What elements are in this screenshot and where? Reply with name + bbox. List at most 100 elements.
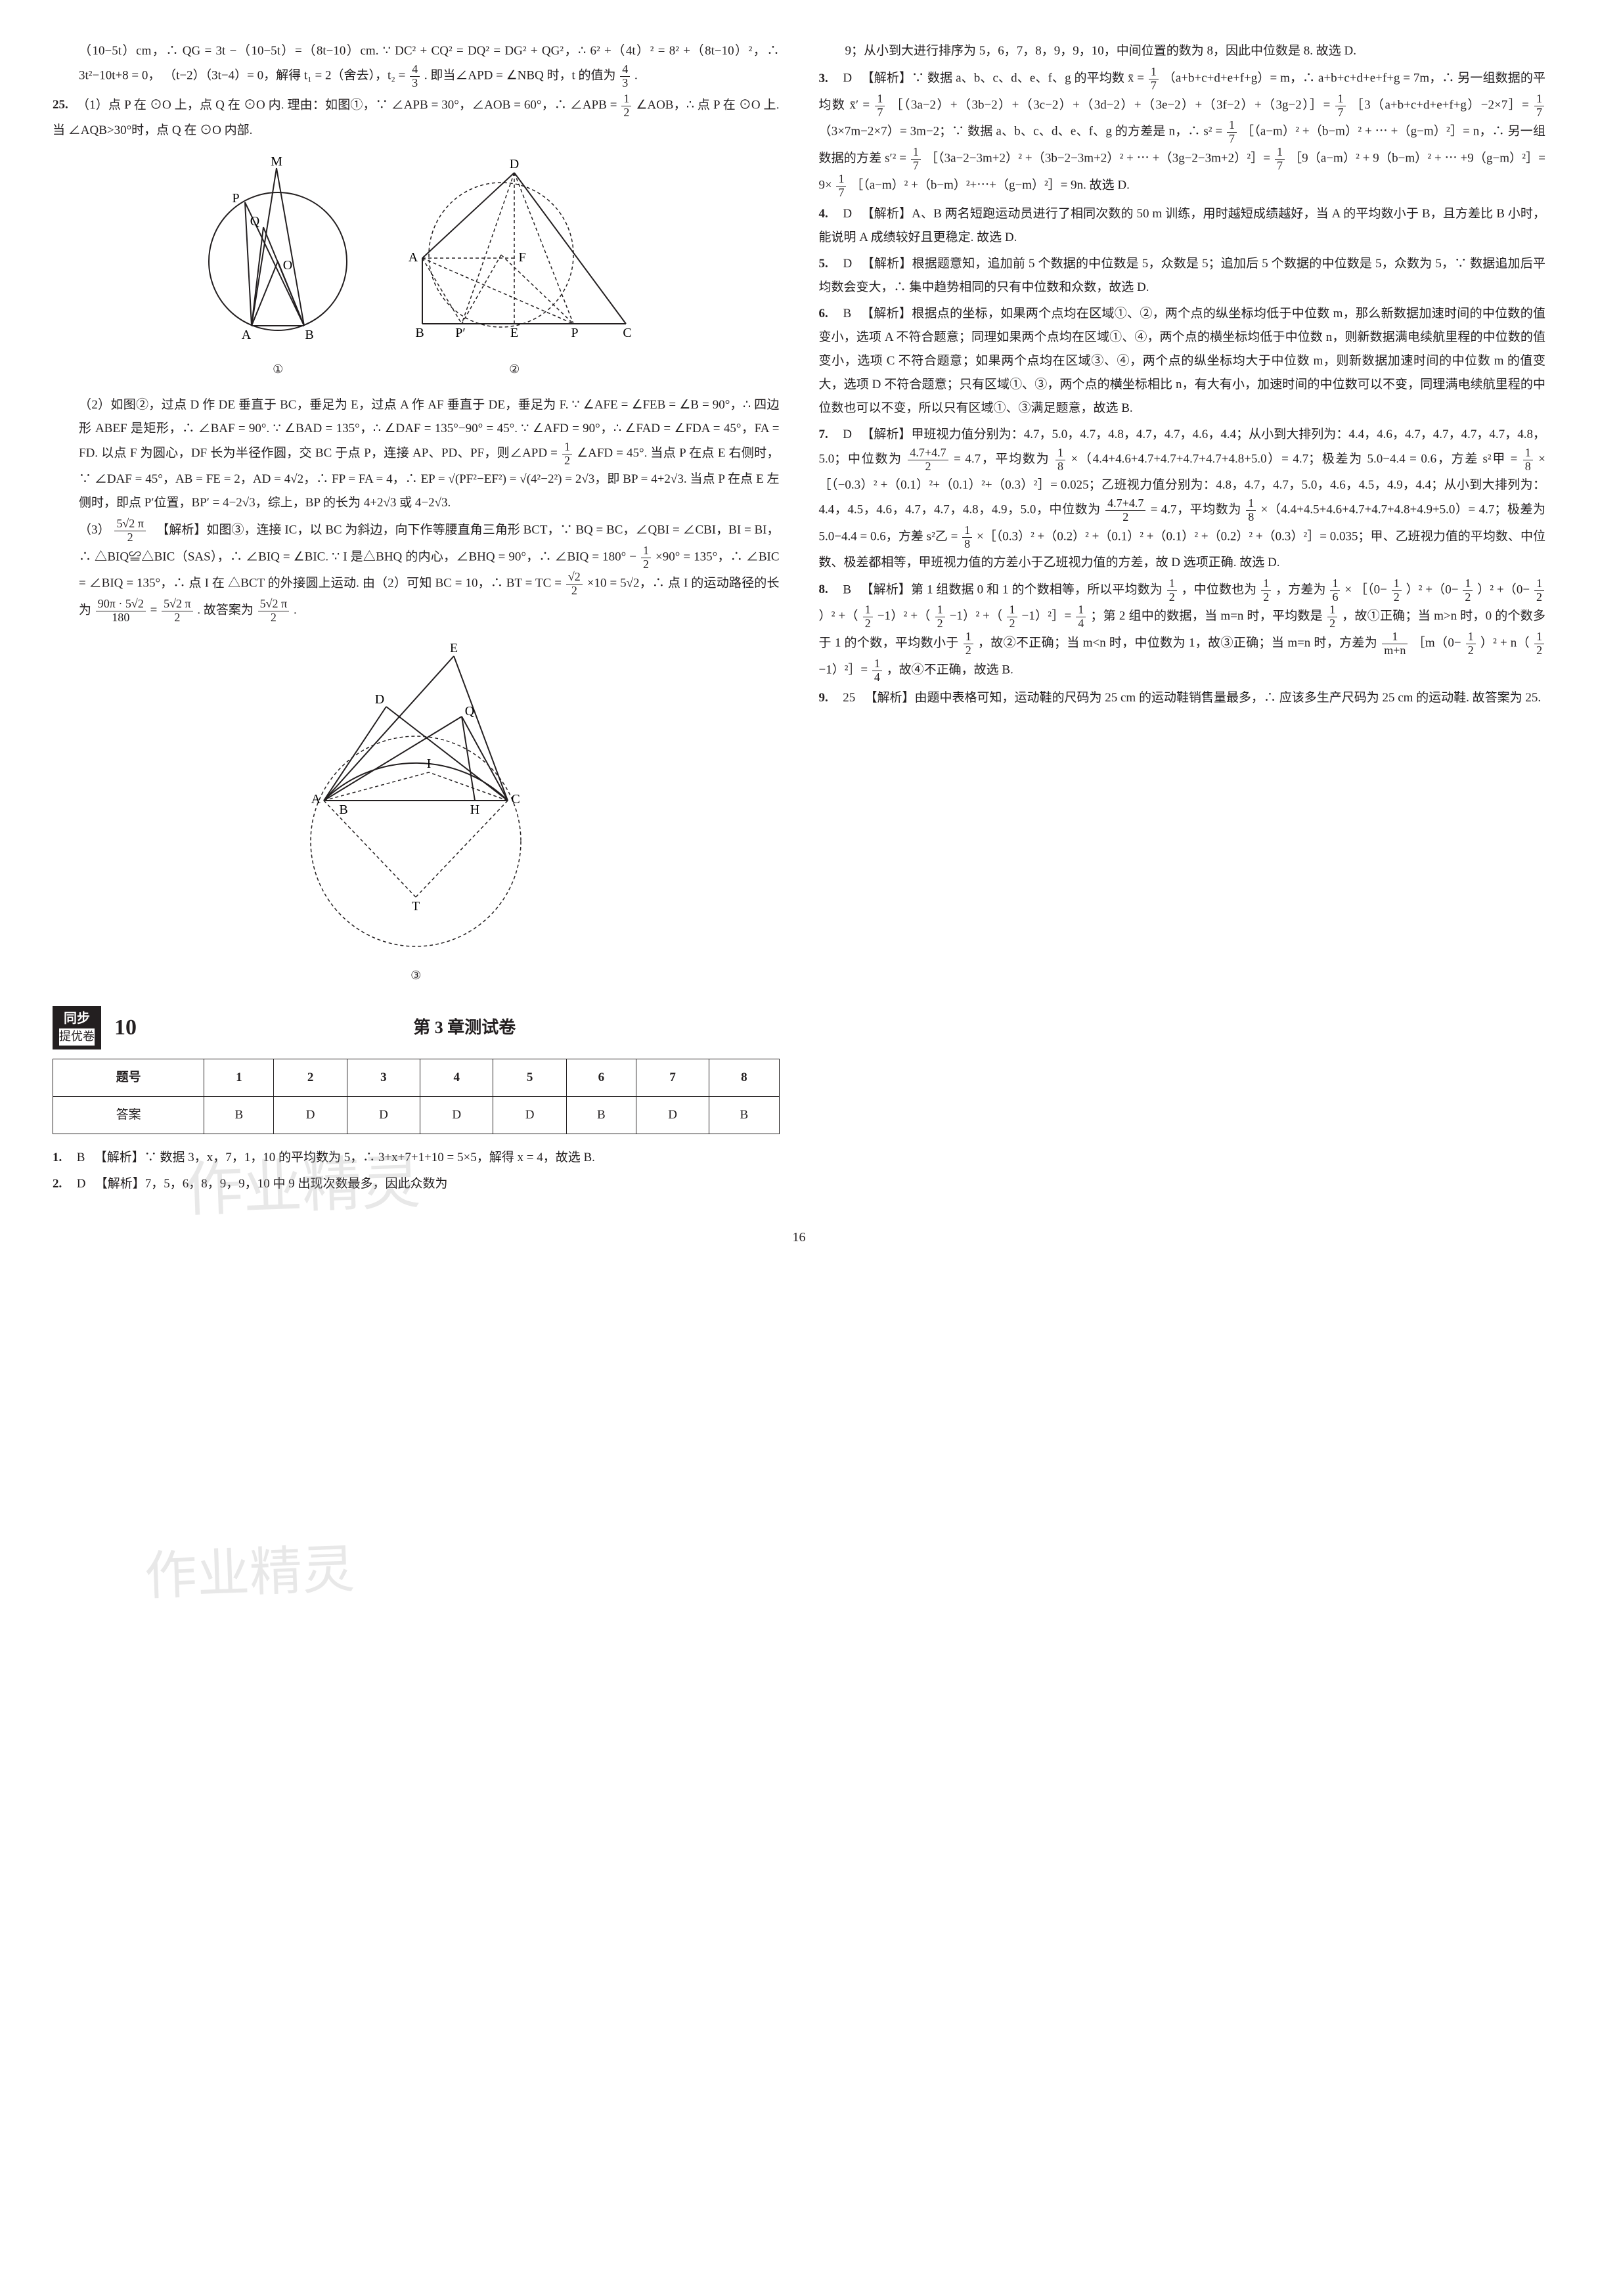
figure-3: E D Q A B I H C T ③: [278, 638, 554, 986]
answer: B: [77, 1151, 85, 1164]
text: 【解析】第 1 组数据 0 和 1 的个数相等，所以平均数为: [854, 583, 1163, 596]
fraction: 17: [1149, 66, 1159, 93]
fraction: 14: [872, 657, 882, 684]
svg-text:I: I: [427, 757, 432, 771]
fraction: 5√2 π2: [258, 598, 290, 625]
text: −1）²］=: [819, 663, 871, 676]
answer: 25: [843, 691, 855, 705]
q25: 25. （1）点 P 在 ⊙O 上，点 Q 在 ⊙O 内. 理由：如图①，∵ ∠…: [53, 93, 780, 143]
text: ；第 2 组中的数据，当 m=n 时，平均数是: [1090, 609, 1323, 623]
table-header: 2: [274, 1059, 347, 1096]
text: ［3（a+b+c+d+e+f+g）−2×7］=: [1351, 98, 1533, 112]
fraction: 12: [863, 604, 873, 630]
section-header: 同步 提优卷 10 第 3 章测试卷: [53, 1006, 780, 1049]
figure-row-1: M P Q O A B ①: [53, 156, 780, 380]
figure-label: ①: [192, 358, 363, 380]
page-number: 16: [53, 1225, 1545, 1250]
figure-row-2: E D Q A B I H C T ③: [53, 638, 780, 986]
table-cell: B: [566, 1096, 636, 1134]
svg-text:T: T: [412, 899, 420, 914]
svg-text:P′: P′: [456, 326, 466, 340]
text: ）² +（: [819, 609, 858, 623]
text: 【解析】由题中表格可知，运动鞋的尺码为 25 cm 的运动鞋销售量最多，∴ 应该…: [858, 691, 1541, 705]
text: ）² + n（: [1480, 636, 1530, 650]
text: 【解析】根据题意知，追加前 5 个数据的中位数是 5，众数是 5；追加后 5 个…: [819, 257, 1546, 294]
text: 【解析】A、B 两名短跑运动员进行了相同次数的 50 m 训练，用时越短成绩越好…: [819, 207, 1546, 244]
fraction: 17: [1227, 119, 1237, 146]
fraction: 17: [1275, 146, 1285, 173]
left-column: （10−5t）cm，∴ QG = 3t −（10−5t）=（8t−10）cm. …: [53, 39, 780, 1199]
fraction: 12: [1327, 604, 1337, 630]
text: ）² +（0−: [1477, 583, 1530, 596]
q3: 3. D 【解析】∵ 数据 a、b、c、d、e、f、g 的平均数 x̄ = 17…: [819, 66, 1546, 199]
table-header: 1: [204, 1059, 274, 1096]
table-cell: D: [347, 1096, 420, 1134]
q1: 1. B 【解析】∵ 数据 3，x，7，1，10 的平均数为 5，∴ 3+x+7…: [53, 1146, 780, 1170]
table-header: 题号: [53, 1059, 204, 1096]
circle-triangle-diagram-icon: E D Q A B I H C T: [278, 638, 554, 953]
figure-1: M P Q O A B ①: [192, 156, 363, 380]
item-number: 7.: [819, 423, 840, 447]
item-number: 5.: [819, 252, 840, 276]
svg-text:M: M: [271, 156, 282, 169]
section-number: 10: [114, 1007, 137, 1049]
text: 【解析】∵ 数据 a、b、c、d、e、f、g 的平均数 x̄ =: [855, 72, 1147, 85]
q2: 2. D 【解析】7，5，6，8，9，9，10 中 9 出现次数最多，因此众数为: [53, 1172, 780, 1196]
table-header: 4: [420, 1059, 493, 1096]
text: . 故答案为: [197, 604, 254, 617]
answer: D: [77, 1177, 86, 1191]
svg-text:B: B: [340, 803, 348, 817]
text: ×（4.4+4.6+4.7+4.7+4.7+4.7+4.8+5.0）= 4.7；…: [1071, 453, 1521, 466]
text: =: [150, 604, 160, 617]
table-header: 3: [347, 1059, 420, 1096]
svg-text:A: A: [242, 328, 252, 342]
fraction: 12: [1167, 577, 1177, 604]
fraction: 17: [1335, 93, 1345, 120]
svg-text:A: A: [311, 792, 321, 806]
text: .: [634, 69, 638, 83]
fraction: 90π · 5√2180: [96, 598, 146, 625]
fraction: 1m+n: [1382, 630, 1408, 657]
table-row: 答案 B D D D D B D B: [53, 1096, 780, 1134]
fraction: 16: [1330, 577, 1340, 604]
text: ［（3a−2）+（3b−2）+（3c−2）+（3d−2）+（3e−2）+（3f−…: [891, 98, 1335, 112]
svg-text:D: D: [375, 692, 384, 707]
fraction: 12: [1463, 577, 1473, 604]
fraction: 17: [1534, 93, 1544, 120]
table-header: 7: [636, 1059, 709, 1096]
text: 【解析】∵ 数据 3，x，7，1，10 的平均数为 5，∴ 3+x+7+1+10…: [88, 1151, 595, 1164]
fraction: 4.7+4.72: [1105, 497, 1145, 524]
fraction: 12: [935, 604, 945, 630]
answer: D: [843, 72, 852, 85]
q2-continuation: 9；从小到大进行排序为 5，6，7，8，9，9，10，中间位置的数为 8，因此中…: [819, 39, 1546, 63]
right-column: 9；从小到大进行排序为 5，6，7，8，9，9，10，中间位置的数为 8，因此中…: [819, 39, 1546, 1199]
fraction: 12: [621, 93, 631, 120]
svg-text:D: D: [510, 157, 519, 171]
text: .: [294, 604, 297, 617]
svg-text:Q: Q: [465, 704, 475, 718]
table-cell: D: [636, 1096, 709, 1134]
item-number: 3.: [819, 67, 840, 91]
fraction: 18: [962, 524, 972, 551]
text: ，中位数也为: [1182, 583, 1257, 596]
watermark: 作业精灵: [143, 1520, 356, 1627]
text: ，故②不正确；当 m<n 时，中位数为 1，故③正确；当 m=n 时，方差为: [978, 636, 1377, 650]
figure-label: ③: [278, 964, 554, 986]
fraction: 17: [875, 93, 885, 120]
text: （3）: [79, 523, 110, 537]
fraction: 43: [620, 63, 630, 90]
svg-text:B: B: [305, 328, 314, 342]
text: ）² +（0−: [1406, 583, 1459, 596]
fraction: 18: [1246, 497, 1256, 524]
text: × ［（0−: [1344, 583, 1387, 596]
item-number: 8.: [819, 578, 840, 602]
svg-text:B: B: [416, 326, 424, 340]
fraction: 5√2 π2: [114, 518, 146, 544]
fraction: 4.7+4.72: [908, 447, 948, 474]
table-cell: B: [204, 1096, 274, 1134]
table-header: 8: [709, 1059, 779, 1096]
item-number: 25.: [53, 93, 74, 117]
text: ，故④不正确，故选 B.: [887, 663, 1013, 676]
fraction: 5√2 π2: [162, 598, 193, 625]
q8: 8. B 【解析】第 1 组数据 0 和 1 的个数相等，所以平均数为 12 ，…: [819, 577, 1546, 684]
